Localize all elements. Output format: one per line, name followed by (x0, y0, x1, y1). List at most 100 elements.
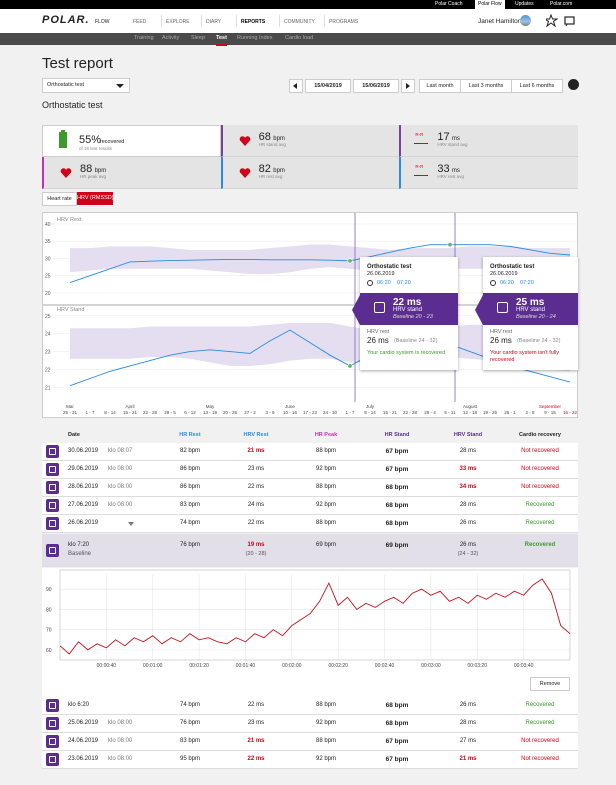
summary-value: 17 (437, 131, 450, 143)
sub-nav-item[interactable]: Sleep (191, 35, 206, 41)
top-link[interactable]: Updates (515, 1, 534, 7)
next-button[interactable] (401, 79, 415, 93)
test-icon-inner (49, 448, 56, 455)
clock-icon (490, 280, 496, 286)
summary-label: HRV rest avg (437, 174, 465, 179)
range-button[interactable]: Last 6 months (511, 80, 562, 92)
test-icon (46, 699, 59, 712)
row-cell: 68 bpm (385, 520, 409, 527)
row-cell: 86 bpm (179, 484, 200, 490)
avatar[interactable] (520, 15, 531, 26)
table-row[interactable]: klo 6:20 74 bpm 22 ms 88 bpm 68 bpm 26 ms Reco… (42, 697, 578, 715)
sub-nav-item[interactable]: Running Index (237, 35, 273, 41)
table-row[interactable]: klo 7:20 Baseline 76 bpm 19 ms (20 - 28) 69 b… (42, 534, 578, 567)
table-header: HRV Stand (453, 432, 483, 438)
row-cell: 92 bpm (315, 466, 336, 472)
row-cell: Recovered (524, 542, 556, 548)
summary-label: HR peak avg (80, 174, 107, 179)
test-icon-inner (49, 720, 56, 727)
test-icon (46, 717, 59, 730)
top-link[interactable]: Polar.com (550, 1, 573, 7)
row-cell: 28 ms (459, 720, 477, 726)
rest-value: 26 ms (490, 336, 512, 345)
nav-item[interactable]: DIARY (206, 19, 222, 25)
date-to[interactable]: 15/06/2019 (353, 79, 399, 93)
summary-unit: recovered (99, 139, 125, 145)
summary-label: HR rest avg (258, 174, 283, 179)
test-select[interactable]: Orthostatic test (42, 78, 130, 93)
row-cell: 19 ms (247, 542, 265, 548)
row-cell: 88 bpm (315, 702, 336, 708)
top-link[interactable]: Polar Flow (475, 0, 505, 9)
row-cell: 68 bpm (385, 502, 409, 509)
summary-label: of 16 test results (79, 146, 113, 151)
summary-unit: bpm (273, 168, 285, 174)
select-arrow (116, 84, 124, 88)
test-icon-inner (49, 502, 56, 509)
tab-active[interactable]: HRV (RMSSD) (77, 192, 114, 205)
nav-item[interactable]: FEED (133, 19, 147, 25)
range-button[interactable]: Last 3 months (460, 80, 511, 92)
summary-card: R-R 17 ms HRV stand avg (399, 125, 578, 157)
user-name[interactable]: Janet Hamilton (478, 18, 522, 25)
top-link[interactable]: Polar Coach (435, 1, 463, 7)
tooltip-date: 26.06.2019 (490, 271, 518, 277)
sub-nav-item[interactable]: Test (216, 35, 227, 46)
table-header: HR Rest (179, 432, 201, 438)
tooltip-date: 26.06.2019 (367, 271, 395, 277)
sub-nav-item[interactable]: Activity (162, 35, 180, 41)
test-icon (46, 481, 59, 494)
summary-card: 88 bpm HR peak avg (42, 157, 221, 189)
prev-button[interactable] (289, 79, 303, 93)
row-note: (24 - 32) (457, 551, 479, 557)
rest-baseline: (Baseline 24 - 32) (517, 338, 561, 344)
table-row[interactable]: 25.06.2019 klo 08:00 76 bpm 23 ms 92 bpm 68 b… (42, 715, 578, 733)
table-row[interactable]: 28.06.2019 klo 08:00 86 bpm 22 ms 88 bpm 68 b… (42, 479, 578, 497)
table-row[interactable]: 24.06.2019 klo 08:00 83 bpm 21 ms 88 bpm 67 b… (42, 733, 578, 751)
rest-label: HRV rest (367, 329, 390, 335)
table-row[interactable]: 26.06.2019 74 bpm 22 ms 88 bpm 68 bpm 26 ms Re… (42, 515, 578, 533)
rr-icon: R-R (415, 132, 424, 137)
summary-label: HR stand avg (258, 142, 286, 147)
expand-chevron (128, 522, 134, 526)
row-cell: Not recovered (521, 756, 559, 762)
table-row[interactable]: 29.06.2019 klo 08:00 86 bpm 23 ms 92 bpm 67 b… (42, 461, 578, 479)
test-icon (46, 463, 59, 476)
detail-chart-box (42, 568, 578, 698)
nav-item[interactable]: EXPLORE (166, 19, 190, 25)
summary-value: 33 (437, 163, 450, 175)
logo[interactable]: POLAR. (42, 14, 90, 26)
heart-icon (60, 167, 72, 179)
table-row[interactable]: 30.06.2019 klo 08:07 82 bpm 21 ms 88 bpm 67 b… (42, 443, 578, 461)
info-button[interactable] (568, 79, 579, 90)
nav-sep (161, 15, 162, 27)
nav-sep (324, 15, 325, 27)
nav-item[interactable]: COMMUNITY (284, 19, 315, 25)
table-row[interactable]: 27.06.2019 klo 08:00 83 bpm 24 ms 92 bpm 68 b… (42, 497, 578, 515)
summary-unit: bpm (94, 168, 107, 174)
table-row[interactable]: 23.06.2019 klo 08:00 95 bpm 22 ms 92 bpm 67 b… (42, 751, 578, 769)
row-time: klo 08:00 (108, 466, 133, 472)
remove-button[interactable]: Remove (530, 677, 570, 691)
tab[interactable]: Heart rate (42, 192, 77, 206)
nav-item[interactable]: REPORTS (241, 19, 266, 25)
row-cell: 86 bpm (179, 466, 200, 472)
table-header: HR Peak (314, 432, 338, 438)
rr-icon: R-R (415, 164, 424, 169)
row-cell: Recovered (525, 502, 555, 508)
nav-item[interactable]: PROGRAMS (329, 19, 359, 25)
date-from[interactable]: 15/04/2019 (305, 79, 351, 93)
sub-nav-item[interactable]: Training (134, 35, 154, 41)
row-cell: 33 ms (459, 466, 477, 472)
rr-wave (414, 170, 429, 176)
table-header: Date (68, 432, 80, 438)
sub-nav (0, 33, 616, 45)
row-cell: 76 bpm (179, 720, 200, 726)
icons[interactable] (543, 13, 576, 28)
row-cell: 22 ms (247, 484, 265, 490)
summary-unit: bpm (273, 136, 285, 142)
range-button[interactable]: Last month (426, 83, 454, 89)
row-time: klo 08:00 (108, 720, 133, 726)
row-cell: 67 bpm (385, 738, 409, 745)
sub-nav-item[interactable]: Cardio load (285, 35, 314, 41)
